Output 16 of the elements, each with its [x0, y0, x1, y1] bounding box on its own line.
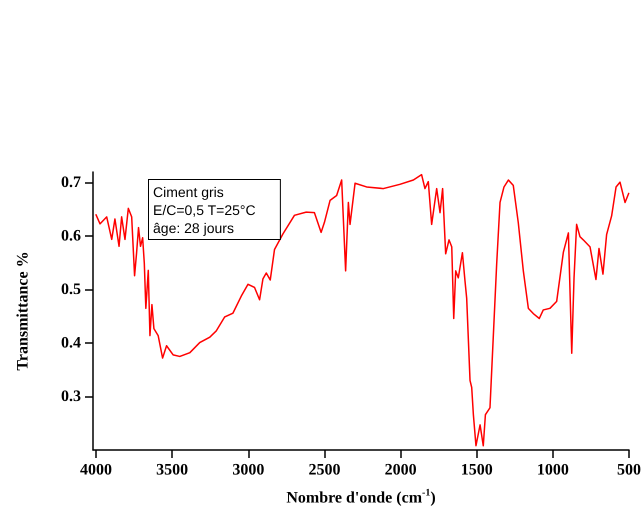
annotation: Ciment gris E/C=0,5 T=25°C âge: 28 jours [153, 184, 256, 236]
x-tick-label: 4000 [80, 462, 112, 478]
x-tick-label: 2000 [384, 462, 417, 478]
y-axis-title: Transmittance % [14, 251, 32, 371]
x-tick-label: 500 [617, 462, 641, 478]
x-tick-label: 1000 [536, 462, 569, 478]
y-tick-label: 0.6 [61, 228, 81, 245]
line-series [95, 174, 630, 446]
x-tick-label: 3000 [232, 462, 264, 478]
y-tick-label: 0.4 [61, 334, 81, 352]
x-tick-label: 2500 [308, 462, 340, 478]
y-tick-label: 0.5 [61, 281, 81, 298]
y-tick-label: 0.3 [61, 388, 81, 406]
x-tick-label: 1500 [460, 462, 493, 478]
y-tick-label: 0.7 [61, 174, 81, 192]
x-tick-label: 3500 [156, 462, 188, 478]
